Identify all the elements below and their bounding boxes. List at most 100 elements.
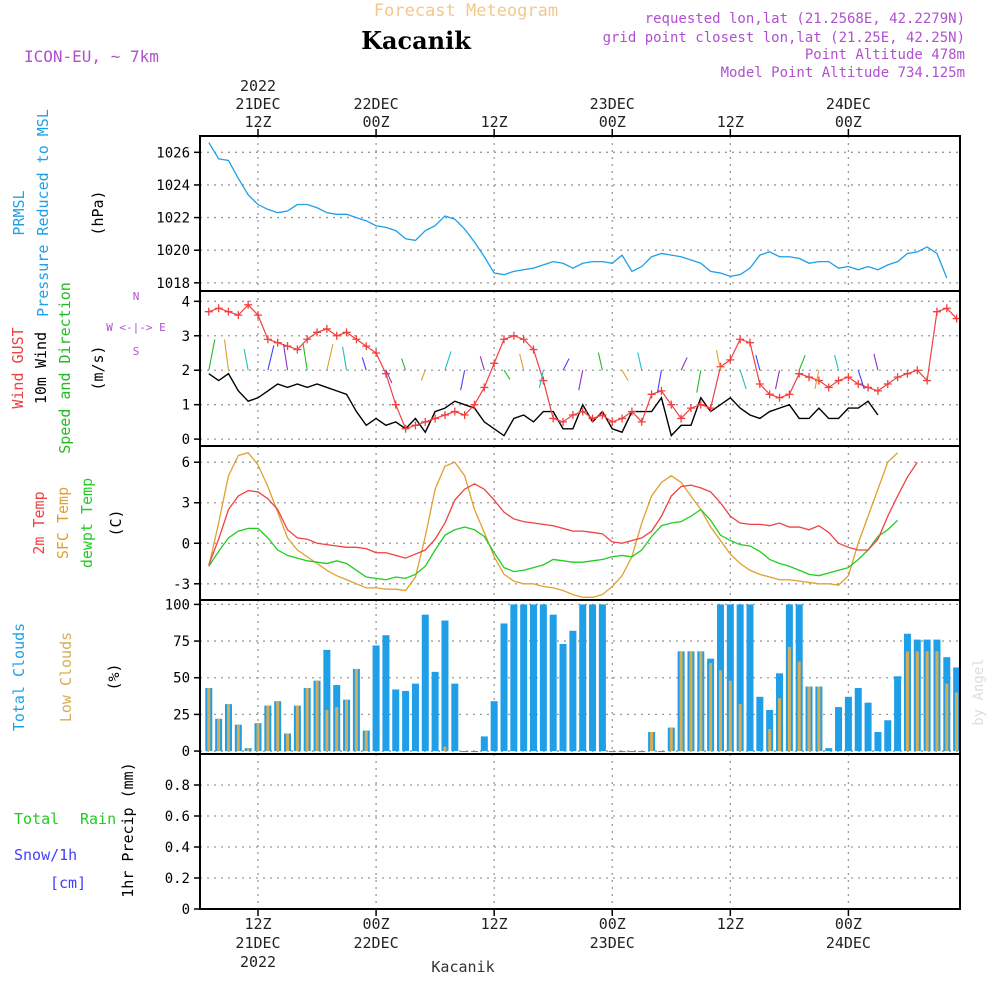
gust-point (313, 328, 322, 337)
gust-point (686, 404, 695, 413)
point-altitude: Point Altitude 478m (805, 47, 965, 63)
total-cloud-bar (520, 604, 528, 752)
y-tick-label: 0.4 (165, 840, 190, 856)
wind-direction-arrow (715, 350, 722, 371)
clouds-panel: 0 25 50 75 100 Total Clouds Low Clouds (%) (10, 597, 961, 760)
total-cloud-bar (470, 751, 478, 753)
precip-grid (200, 754, 960, 910)
top-time-label: 24DEC (826, 95, 871, 113)
top-time-label: 12Z (481, 113, 508, 131)
low-cloud-bar (276, 701, 280, 752)
total-cloud-bar (854, 688, 862, 752)
gust-point (509, 331, 518, 340)
pressure-label-unit: (hPa) (89, 190, 107, 235)
gust-point (637, 417, 646, 426)
wind-direction-arrow (857, 370, 865, 390)
total-cloud-bar (392, 689, 400, 752)
total-cloud-bar (461, 751, 469, 753)
wind-direction-arrow (420, 370, 426, 381)
gust-point (854, 380, 863, 388)
gust-point (450, 407, 459, 416)
bottom-time-label: 22DEC (354, 934, 399, 952)
pressure-frame (199, 135, 961, 292)
gust-point (519, 335, 528, 344)
grid-point-coords: grid point closest lon,lat (21.25E, 42.2… (603, 30, 965, 46)
low-cloud-bar (325, 710, 329, 752)
low-cloud-bar (718, 670, 722, 752)
total-cloud-bar (608, 751, 616, 753)
low-cloud-bar (689, 651, 693, 752)
bottom-time-label: 00Z (363, 915, 390, 933)
wind-direction-arrow (361, 357, 367, 371)
temp-label-dewpt: dewpt Temp (78, 478, 96, 568)
wind-label-dir: Speed and Direction (56, 282, 74, 454)
wind-y-axis: 0 1 2 3 4 (182, 294, 200, 448)
gust-point (480, 383, 489, 392)
total-cloud-bar (411, 683, 419, 752)
y-tick-label: 25 (173, 707, 190, 723)
clouds-label-unit: (%) (105, 663, 123, 690)
wind-direction-arrow (401, 358, 407, 371)
gust-point (303, 335, 312, 344)
gust-point (332, 331, 341, 340)
wind-direction-arrow (578, 370, 584, 391)
total-cloud-bar (598, 604, 606, 752)
gust-point (568, 411, 577, 419)
pressure-line (208, 142, 948, 279)
y-tick-label: 0.2 (165, 871, 190, 887)
total-cloud-bar (618, 751, 626, 753)
low-cloud-bar (266, 705, 270, 752)
temperature-panel: -3 0 3 6 2m Temp SFC Temp dewpt Temp (C) (30, 445, 961, 601)
low-cloud-bar (236, 724, 240, 752)
total-cloud-bar (500, 623, 508, 752)
wind-direction-arrow (267, 345, 275, 371)
low-cloud-bar (935, 651, 939, 752)
wind-direction-arrow (834, 354, 840, 371)
wind-direction-arrow (637, 352, 643, 371)
gust-point (362, 342, 371, 351)
gust-point (627, 407, 636, 416)
requested-coords: requested lon,lat (21.2568E, 42.2279N) (645, 11, 965, 27)
precip-frame (199, 753, 961, 910)
y-tick-label: 0.8 (165, 778, 190, 794)
wind-direction-arrow (755, 354, 761, 371)
wind-direction-arrow (479, 356, 485, 371)
wind-direction-arrow (696, 370, 702, 393)
wind-direction-arrow (798, 354, 806, 371)
clouds-marks (205, 604, 961, 753)
wind-direction-arrow (342, 346, 348, 371)
wind-direction-arrow (385, 369, 393, 384)
wind-direction-arrow (680, 357, 688, 371)
y-tick-label: 2 (182, 363, 190, 379)
total-cloud-bar (539, 604, 547, 752)
total-cloud-bar (884, 720, 892, 752)
low-cloud-bar (354, 668, 358, 752)
wind-panel: 0 1 2 3 4 Wind GUST 10m Wind Speed and Direc… (9, 282, 961, 454)
y-tick-label: 0 (182, 536, 190, 552)
gust-point (608, 417, 617, 426)
wind-marks (204, 300, 961, 438)
y-tick-label: 1018 (156, 276, 190, 292)
bottom-time-label: 24DEC (826, 934, 871, 952)
low-cloud-bar (905, 651, 909, 752)
pressure-panel: 1018 1020 1022 1024 1026 PRMSL Pressure Redu… (10, 109, 961, 317)
total-cloud-bar (421, 614, 429, 752)
wind-direction-arrow (814, 370, 820, 390)
gust-point (411, 421, 420, 430)
gust-point (775, 393, 784, 402)
gust-point (667, 400, 676, 409)
total-cloud-bar (431, 671, 439, 752)
total-cloud-bar (549, 614, 557, 752)
gust-point (647, 390, 656, 399)
wind-direction-arrow (739, 370, 747, 390)
wind-direction-arrow (503, 369, 511, 380)
low-cloud-bar (217, 718, 221, 752)
total-cloud-bar (490, 701, 498, 752)
gust-point (903, 369, 912, 378)
y-tick-label: 1020 (156, 243, 190, 259)
wind-grid (200, 291, 960, 446)
temperature-grid (200, 446, 960, 600)
wind-direction-arrow (223, 339, 230, 371)
gust-point (883, 380, 892, 388)
